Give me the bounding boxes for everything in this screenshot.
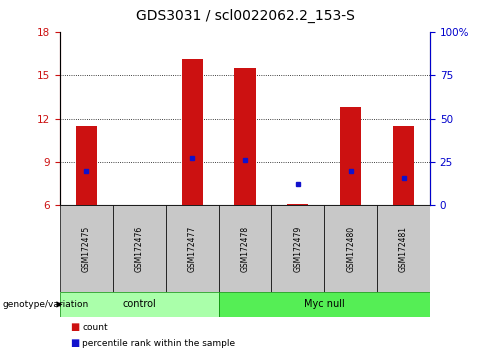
Bar	[182, 59, 203, 205]
Bar	[272, 205, 324, 292]
Bar	[113, 205, 166, 292]
Text: GSM172477: GSM172477	[188, 225, 196, 272]
Bar	[60, 205, 113, 292]
Text: GSM172476: GSM172476	[135, 225, 144, 272]
Polygon shape	[56, 301, 62, 308]
Text: ■: ■	[70, 322, 79, 332]
Text: ■: ■	[70, 338, 79, 348]
Bar	[340, 107, 361, 205]
Text: genotype/variation: genotype/variation	[2, 300, 89, 309]
Bar	[288, 204, 308, 205]
Text: GSM172479: GSM172479	[294, 225, 302, 272]
Text: GSM172475: GSM172475	[82, 225, 91, 272]
Bar	[324, 205, 377, 292]
Text: Myc null: Myc null	[304, 299, 344, 309]
Text: GSM172480: GSM172480	[346, 225, 355, 272]
Bar	[60, 292, 218, 317]
Bar	[377, 205, 430, 292]
Bar	[234, 68, 256, 205]
Bar	[166, 205, 218, 292]
Text: count: count	[82, 323, 108, 332]
Text: percentile rank within the sample: percentile rank within the sample	[82, 339, 235, 348]
Text: GSM172478: GSM172478	[240, 225, 250, 272]
Text: GDS3031 / scl0022062.2_153-S: GDS3031 / scl0022062.2_153-S	[136, 9, 354, 23]
Text: control: control	[122, 299, 156, 309]
Bar	[218, 292, 430, 317]
Bar	[76, 126, 97, 205]
Bar	[393, 126, 414, 205]
Text: GSM172481: GSM172481	[399, 226, 408, 272]
Bar	[218, 205, 272, 292]
